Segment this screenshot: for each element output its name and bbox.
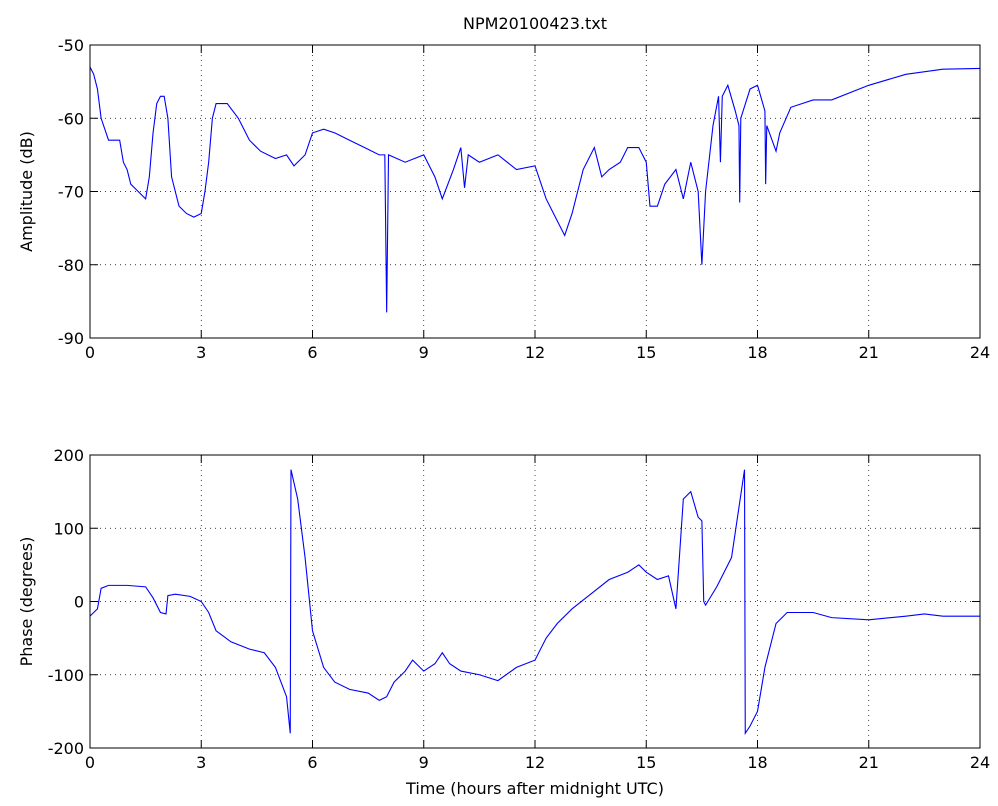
x-tick-label: 12	[525, 753, 545, 772]
x-tick-label: 24	[970, 343, 990, 362]
x-tick-label: 24	[970, 753, 990, 772]
chart-title: NPM20100423.txt	[463, 14, 607, 33]
y-tick-label: -100	[48, 666, 84, 685]
x-tick-label: 3	[196, 343, 206, 362]
x-tick-label: 9	[419, 753, 429, 772]
y-tick-label: -90	[58, 329, 84, 348]
data-line	[89, 469, 980, 736]
x-tick-label: 15	[636, 343, 656, 362]
x-tick-label: 21	[859, 343, 879, 362]
y-axis-label: Phase (degrees)	[17, 537, 36, 667]
y-tick-label: 200	[53, 446, 84, 465]
y-tick-label: -70	[58, 183, 84, 202]
x-tick-label: 18	[747, 343, 767, 362]
x-tick-label: 9	[419, 343, 429, 362]
y-axis-label: Amplitude (dB)	[17, 131, 36, 252]
y-tick-label: -60	[58, 109, 84, 128]
x-tick-label: 3	[196, 753, 206, 772]
x-tick-label: 18	[747, 753, 767, 772]
y-tick-label: -50	[58, 36, 84, 55]
x-tick-label: 0	[85, 343, 95, 362]
y-tick-label: 100	[53, 519, 84, 538]
axes-frame	[89, 44, 981, 339]
x-tick-label: 6	[307, 753, 317, 772]
x-tick-label: 0	[85, 753, 95, 772]
y-tick-label: -200	[48, 739, 84, 758]
x-tick-label: 21	[859, 753, 879, 772]
y-tick-label: -80	[58, 256, 84, 275]
data-line	[89, 66, 981, 313]
y-tick-label: 0	[74, 593, 84, 612]
x-tick-label: 15	[636, 753, 656, 772]
x-tick-label: 6	[307, 343, 317, 362]
axes-frame	[89, 454, 981, 749]
x-tick-label: 12	[525, 343, 545, 362]
x-axis-label: Time (hours after midnight UTC)	[405, 779, 664, 798]
